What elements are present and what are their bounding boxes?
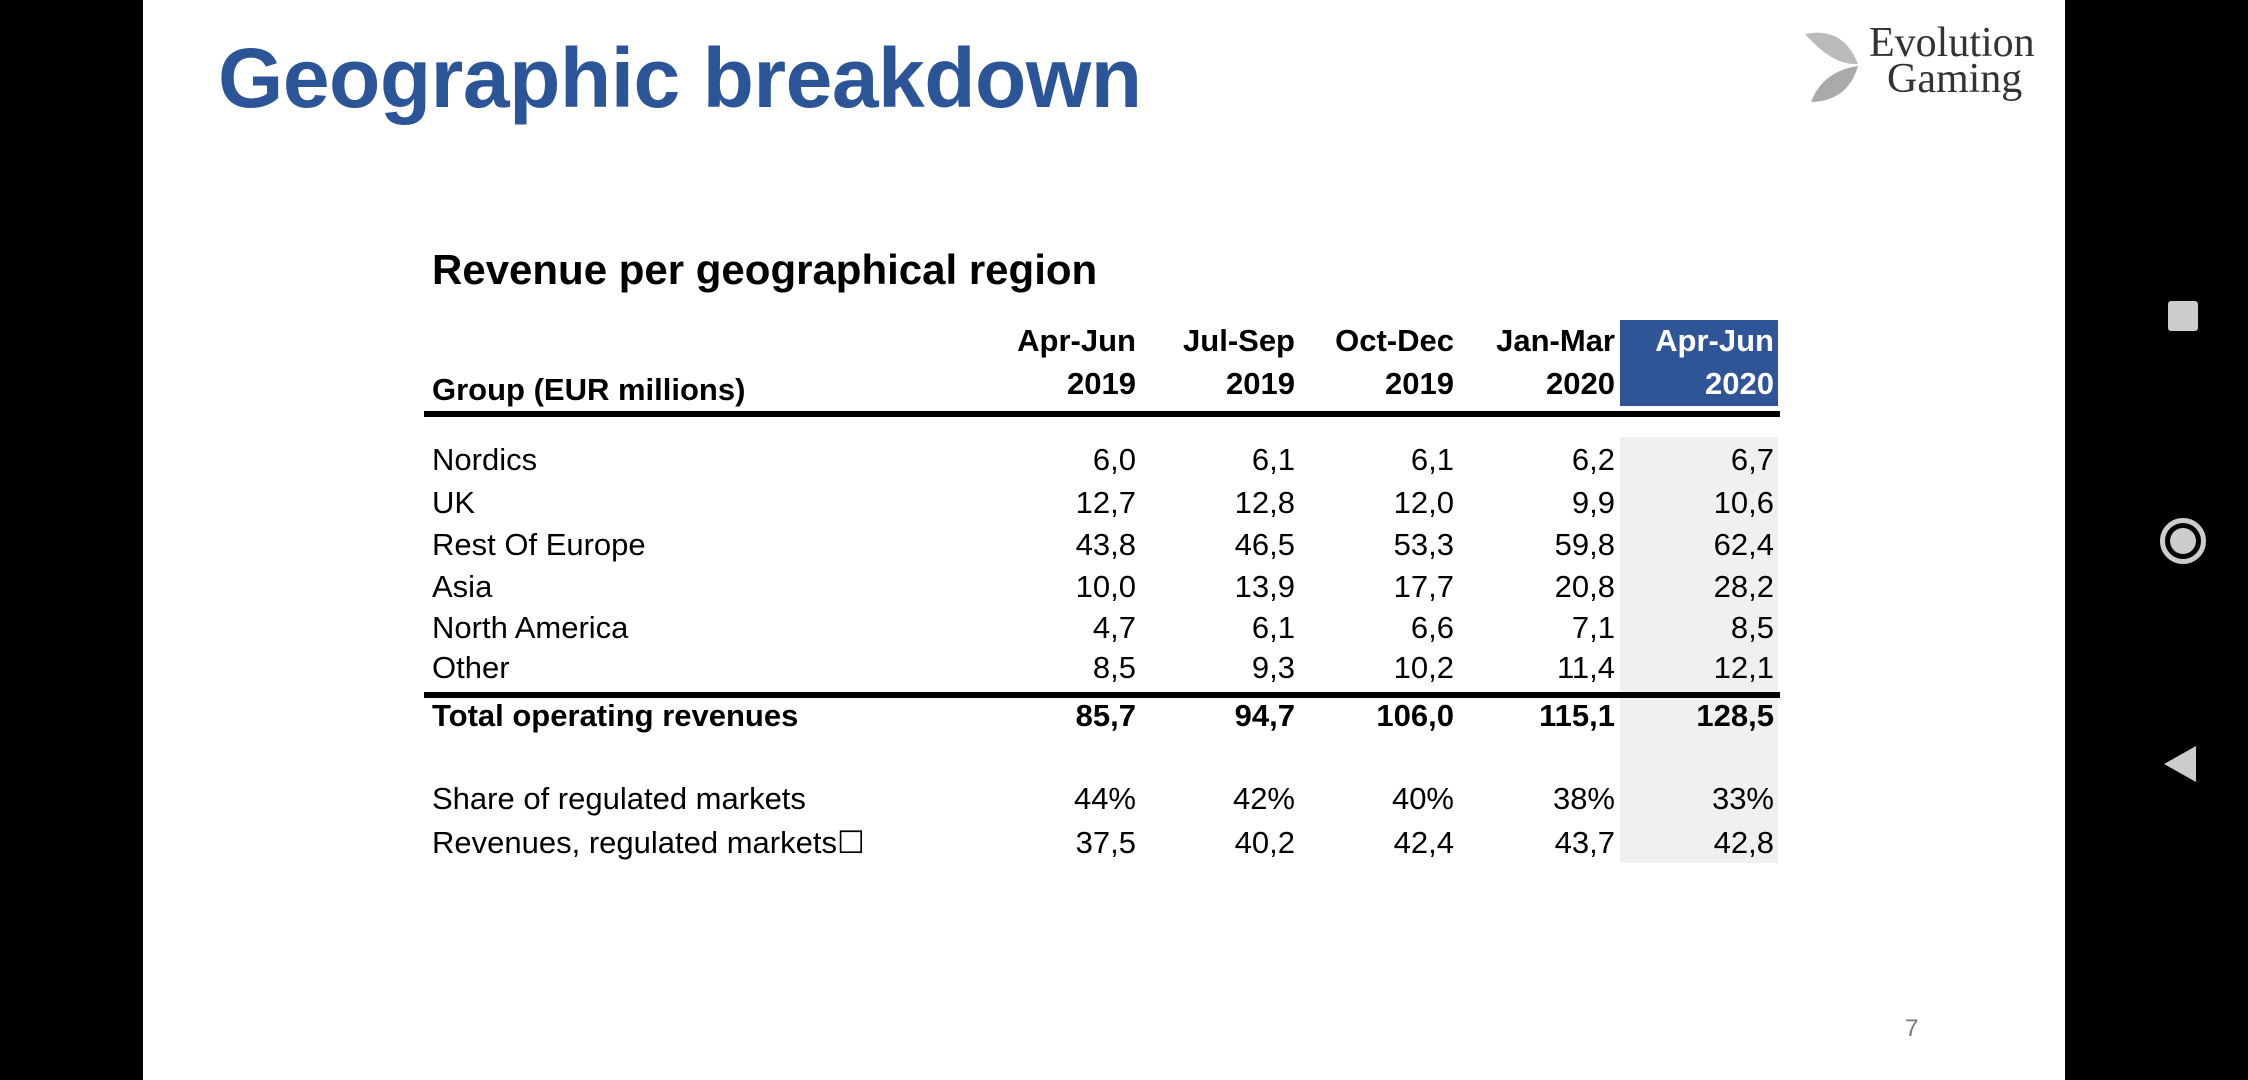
recent-apps-button[interactable] [2168,301,2198,331]
total-row-value: 85,7 [1075,698,1136,733]
table-row-value: 17,7 [1393,569,1454,604]
table-row-value: 59,8 [1554,527,1615,562]
regulated-share-row-value: 44% [1073,781,1136,816]
column-header-period: Oct-Dec [1335,323,1454,358]
regulated-revenue-row-value: 42,8 [1713,825,1774,860]
total-row-value: 94,7 [1234,698,1295,733]
table-row-label: Rest Of Europe [432,527,646,562]
column-header-year: 2019 [1385,366,1454,401]
logo-text-2: Gaming [1887,56,2023,102]
table-row-value: 43,8 [1075,527,1136,562]
table-row-value: 4,7 [1092,610,1136,645]
table-row-value: 6,1 [1251,610,1295,645]
column-header-year: 2019 [1067,366,1136,401]
column-header-period: Apr-Jun [1017,323,1136,358]
table-row-value: 7,1 [1571,610,1615,645]
home-button[interactable] [2160,518,2206,564]
highlight-column-header [1620,320,1778,406]
column-header-period: Jan-Mar [1496,323,1615,358]
table-row-value: 20,8 [1554,569,1615,604]
back-button[interactable] [2164,744,2198,784]
table-row-value: 12,0 [1393,485,1454,520]
total-row-label: Total operating revenues [432,698,799,733]
table-row-value: 6,6 [1410,610,1454,645]
page-title: Geographic breakdown [218,31,1142,125]
table-row-value: 10,6 [1713,485,1774,520]
table-row-label: Other [432,650,510,685]
column-header-period: Apr-Jun [1655,323,1774,358]
column-header-year: 2019 [1226,366,1295,401]
column-header-period: Jul-Sep [1183,323,1295,358]
page-number: 7 [1905,1015,1919,1042]
regulated-share-row-value: 42% [1232,781,1295,816]
group-label: Group (EUR millions) [432,372,746,407]
logo-text-1: Evolution [1869,20,2035,66]
table-row-value: 11,4 [1556,650,1615,685]
table-row-value: 10,2 [1393,650,1454,685]
regulated-share-row-value: 33% [1711,781,1774,816]
regulated-revenue-row-label: Revenues, regulated markets☐ [432,825,865,860]
highlight-column-bg [1620,437,1778,863]
total-rule [424,692,1780,698]
table-row-value: 10,0 [1075,569,1136,604]
table-row-label: North America [432,610,629,645]
regulated-share-row-label: Share of regulated markets [432,781,806,816]
table-row-value: 46,5 [1234,527,1295,562]
table-row-value: 53,3 [1393,527,1454,562]
home-icon [2170,528,2196,554]
table-row-value: 6,1 [1251,442,1295,477]
table-row-label: UK [432,485,476,520]
regulated-share-row-value: 40% [1391,781,1454,816]
table-row-value: 6,2 [1571,442,1615,477]
column-header-year: 2020 [1705,366,1774,401]
evolution-gaming-logo: Evolution Gaming [1803,22,2043,112]
table-row-value: 6,0 [1092,442,1136,477]
total-row-value: 128,5 [1696,698,1774,733]
table-title: Revenue per geographical region [432,246,1098,293]
table-row-value: 28,2 [1713,569,1774,604]
column-header-year: 2020 [1546,366,1615,401]
total-row-value: 106,0 [1376,698,1454,733]
table-row-value: 62,4 [1713,527,1774,562]
regulated-revenue-row-value: 40,2 [1234,825,1295,860]
table-row-value: 6,1 [1410,442,1454,477]
header-rule [424,411,1780,417]
total-row-value: 115,1 [1539,698,1615,733]
regulated-share-row-value: 38% [1552,781,1615,816]
table-row-value: 8,5 [1730,610,1774,645]
table-row-value: 9,9 [1571,485,1615,520]
regulated-revenue-row-value: 37,5 [1075,825,1136,860]
back-icon [2164,746,2196,782]
table-row-value: 9,3 [1251,650,1295,685]
table-row-value: 12,8 [1234,485,1295,520]
table-row-value: 6,7 [1730,442,1774,477]
logo-leaf-icon [1805,32,1858,102]
table-row-label: Asia [432,569,493,604]
regulated-revenue-row-value: 43,7 [1554,825,1615,860]
table-row-label: Nordics [432,442,538,477]
table-row-value: 12,1 [1713,650,1774,685]
table-row-value: 8,5 [1092,650,1136,685]
table-row-value: 13,9 [1234,569,1295,604]
table-row-value: 12,7 [1075,485,1136,520]
regulated-revenue-row-value: 42,4 [1393,825,1454,860]
